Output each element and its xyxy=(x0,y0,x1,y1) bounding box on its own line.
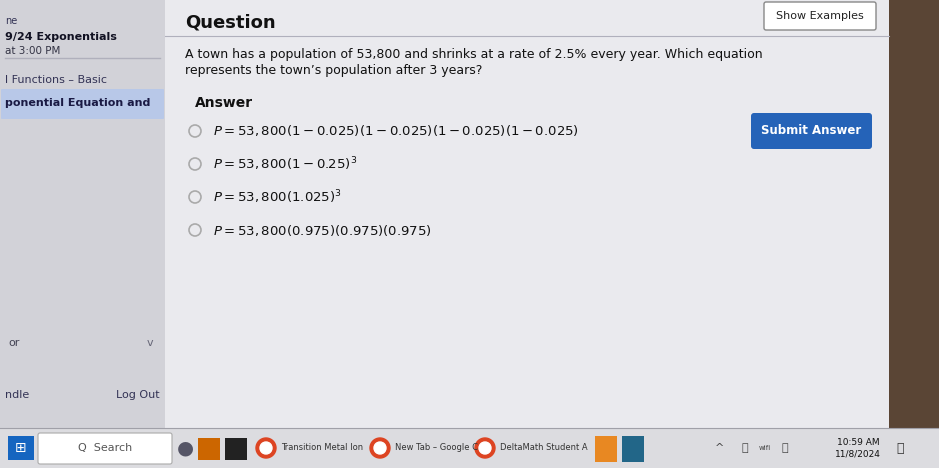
FancyBboxPatch shape xyxy=(1,89,164,119)
Text: or: or xyxy=(8,338,20,348)
FancyBboxPatch shape xyxy=(225,438,247,460)
Text: l Functions – Basic: l Functions – Basic xyxy=(5,75,107,85)
Text: $P = 53, 800(1 - 0.025)(1 - 0.025)(1 - 0.025)(1 - 0.025)$: $P = 53, 800(1 - 0.025)(1 - 0.025)(1 - 0… xyxy=(213,124,578,139)
Text: v: v xyxy=(146,338,153,348)
FancyBboxPatch shape xyxy=(764,2,876,30)
Text: Q  Search: Q Search xyxy=(78,443,132,453)
Circle shape xyxy=(479,442,491,454)
Text: represents the town’s population after 3 years?: represents the town’s population after 3… xyxy=(185,64,483,77)
FancyBboxPatch shape xyxy=(751,113,872,149)
Text: ⊞: ⊞ xyxy=(15,441,27,455)
Text: ponential Equation and: ponential Equation and xyxy=(5,98,150,108)
FancyBboxPatch shape xyxy=(0,428,939,468)
Circle shape xyxy=(370,438,390,458)
Text: $P = 53, 800(1 - 0.25)^3$: $P = 53, 800(1 - 0.25)^3$ xyxy=(213,155,357,173)
Text: 🔔: 🔔 xyxy=(896,441,903,454)
Circle shape xyxy=(190,191,201,203)
FancyBboxPatch shape xyxy=(38,433,172,464)
Text: New Tab – Google C: New Tab – Google C xyxy=(395,444,478,453)
Circle shape xyxy=(190,125,201,137)
Text: at 3:00 PM: at 3:00 PM xyxy=(5,46,60,56)
Text: wifi: wifi xyxy=(759,445,771,451)
FancyBboxPatch shape xyxy=(0,0,165,428)
FancyBboxPatch shape xyxy=(622,436,644,462)
Text: ●: ● xyxy=(177,439,193,458)
Text: $P = 53, 800(0.975)(0.975)(0.975)$: $P = 53, 800(0.975)(0.975)(0.975)$ xyxy=(213,222,432,237)
Text: 9/24 Exponentials: 9/24 Exponentials xyxy=(5,32,116,42)
Circle shape xyxy=(260,442,272,454)
Text: 🔋: 🔋 xyxy=(781,443,789,453)
Circle shape xyxy=(256,438,276,458)
FancyBboxPatch shape xyxy=(0,0,939,428)
Text: Submit Answer: Submit Answer xyxy=(762,124,862,138)
Text: $P = 53, 800(1.025)^3$: $P = 53, 800(1.025)^3$ xyxy=(213,188,342,206)
Text: Answer: Answer xyxy=(195,96,254,110)
Text: Log Out: Log Out xyxy=(116,390,160,400)
Text: Transition Metal Ion: Transition Metal Ion xyxy=(281,444,363,453)
Text: 🔊: 🔊 xyxy=(742,443,748,453)
Text: A town has a population of 53,800 and shrinks at a rate of 2.5% every year. Whic: A town has a population of 53,800 and sh… xyxy=(185,48,762,61)
Circle shape xyxy=(475,438,495,458)
FancyBboxPatch shape xyxy=(8,436,34,460)
Text: DeltaMath Student A: DeltaMath Student A xyxy=(500,444,588,453)
Circle shape xyxy=(190,159,201,169)
Text: 10:59 AM
11/8/2024: 10:59 AM 11/8/2024 xyxy=(835,438,881,458)
FancyBboxPatch shape xyxy=(165,0,889,428)
Text: Question: Question xyxy=(185,13,276,31)
Text: Show Examples: Show Examples xyxy=(777,11,864,21)
Circle shape xyxy=(374,442,386,454)
Circle shape xyxy=(190,225,201,235)
FancyBboxPatch shape xyxy=(198,438,220,460)
Text: ^: ^ xyxy=(716,443,725,453)
FancyBboxPatch shape xyxy=(889,0,939,428)
Text: ndle: ndle xyxy=(5,390,29,400)
FancyBboxPatch shape xyxy=(595,436,617,462)
Text: ne: ne xyxy=(5,16,17,26)
